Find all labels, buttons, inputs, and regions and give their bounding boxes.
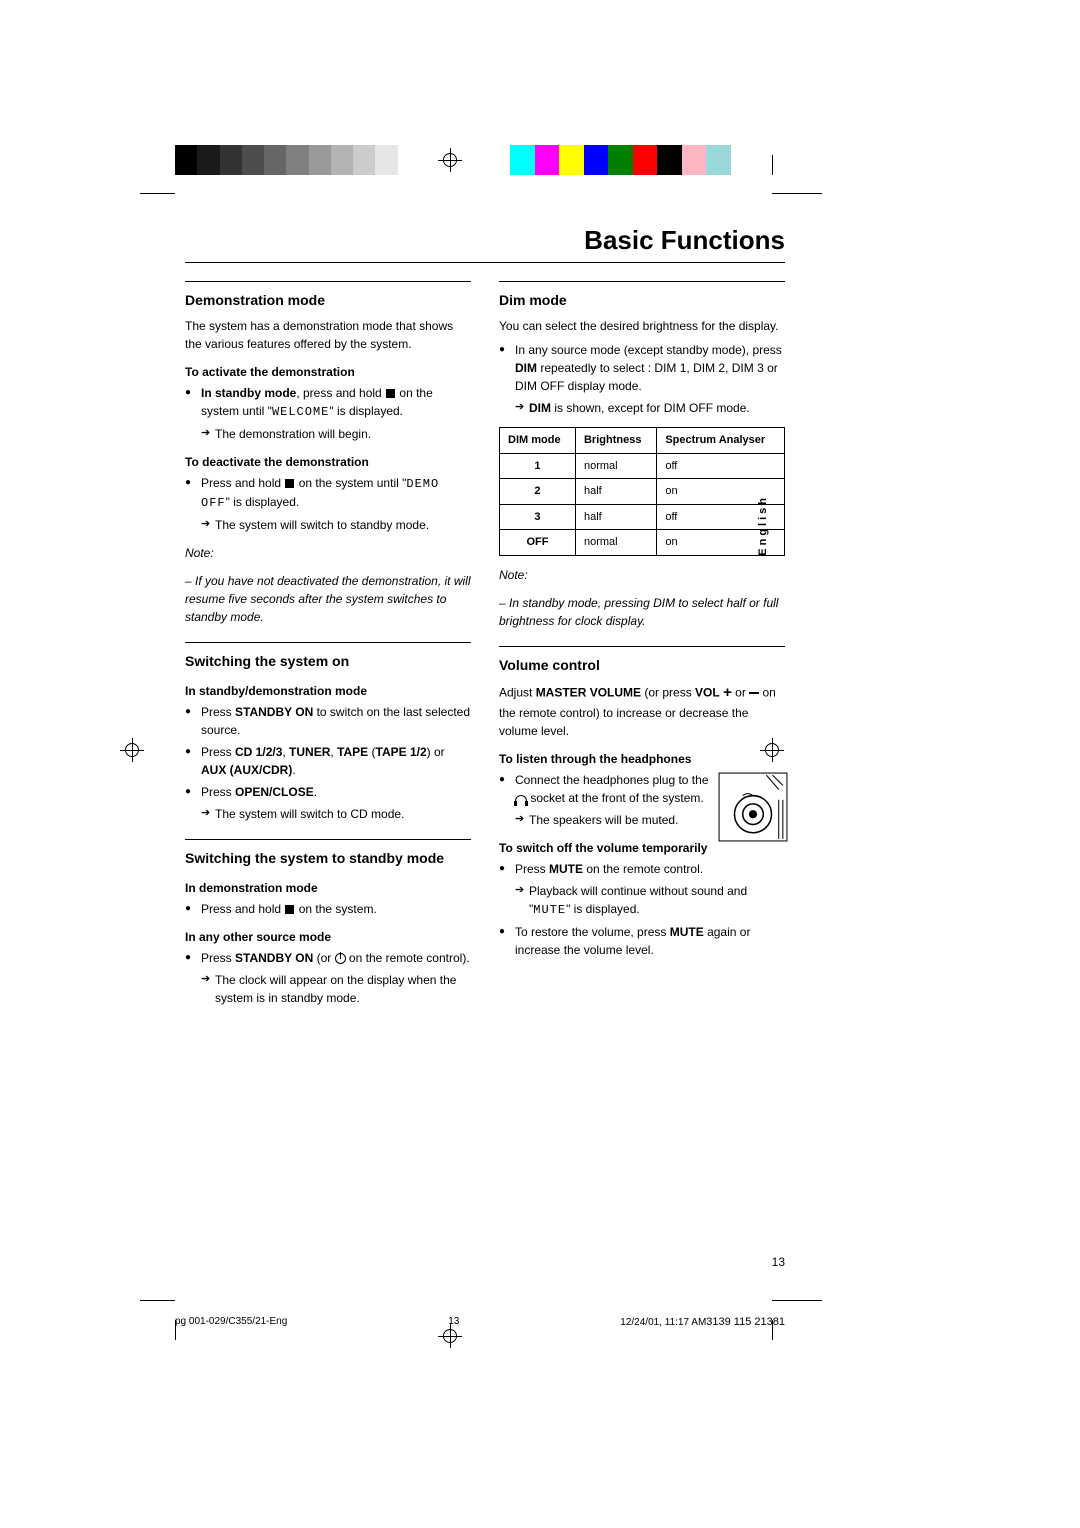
headphones-icon (515, 795, 527, 803)
footer-page: 13 (448, 1316, 459, 1328)
title-rule (185, 262, 785, 263)
list-item: Press and hold on the system until "DEMO… (185, 474, 471, 512)
color-bar (510, 145, 755, 175)
left-column: Demonstration mode The system has a demo… (185, 281, 471, 1011)
result-item: The clock will appear on the display whe… (185, 971, 471, 1007)
section-heading: Switching the system to standby mode (185, 839, 471, 869)
note-text: – In standby mode, pressing DIM to selec… (499, 594, 785, 630)
stop-icon (386, 389, 395, 398)
list-item: In any source mode (except standby mode)… (499, 341, 785, 395)
registration-mark-icon (438, 148, 462, 172)
section-heading: Switching the system on (185, 642, 471, 672)
list-item: To restore the volume, press MUTE again … (499, 923, 785, 959)
page-title: Basic Functions (185, 225, 785, 256)
sub-heading: In standby/demonstration mode (185, 682, 471, 700)
registration-mark-icon (120, 738, 144, 762)
note-label: Note: (499, 566, 785, 584)
footer-date: 12/24/01, 11:17 AM3139 115 21381 (620, 1316, 785, 1328)
note-text: – If you have not deactivated the demons… (185, 572, 471, 626)
grayscale-color-bar (175, 145, 420, 175)
dim-mode-table: DIM modeBrightnessSpectrum Analyser 1nor… (499, 427, 785, 556)
crop-mark (772, 155, 773, 175)
section-heading: Demonstration mode (185, 281, 471, 311)
footer-file: pg 001-029/C355/21-Eng (175, 1316, 287, 1328)
crop-mark (772, 1300, 822, 1301)
paragraph: Adjust MASTER VOLUME (or press VOL + or … (499, 682, 785, 741)
list-item: Connect the headphones plug to the socke… (499, 771, 710, 807)
note-label: Note: (185, 544, 471, 562)
list-item: Press OPEN/CLOSE. (185, 783, 471, 801)
plus-icon: + (723, 684, 732, 701)
language-tab: English (757, 495, 769, 556)
sub-heading: To deactivate the demonstration (185, 453, 471, 471)
crop-mark (140, 193, 175, 194)
sub-heading: In demonstration mode (185, 879, 471, 897)
list-item: Press MUTE on the remote control. (499, 860, 785, 878)
list-item: Press CD 1/2/3, TUNER, TAPE (TAPE 1/2) o… (185, 743, 471, 779)
result-item: The system will switch to CD mode. (185, 805, 471, 823)
power-icon (335, 953, 346, 964)
stop-icon (285, 905, 294, 914)
result-item: DIM is shown, except for DIM OFF mode. (499, 399, 785, 417)
sub-heading: To activate the demonstration (185, 363, 471, 381)
result-item: The system will switch to standby mode. (185, 516, 471, 534)
list-item: Press STANDBY ON (or on the remote contr… (185, 949, 471, 967)
section-heading: Dim mode (499, 281, 785, 311)
minus-icon (749, 692, 759, 694)
crop-mark (140, 1300, 175, 1301)
crop-mark (175, 155, 176, 175)
result-item: Playback will continue without sound and… (499, 882, 785, 919)
right-column: Dim mode You can select the desired brig… (499, 281, 785, 1011)
list-item: In standby mode, press and hold on the s… (185, 384, 471, 421)
result-item: The speakers will be muted. (499, 811, 710, 829)
stop-icon (285, 479, 294, 488)
paragraph: The system has a demonstration mode that… (185, 317, 471, 353)
section-heading: Volume control (499, 646, 785, 676)
headphone-jack-illustration (717, 771, 789, 843)
result-item: The demonstration will begin. (185, 425, 471, 443)
list-item: Press and hold on the system. (185, 900, 471, 918)
sub-heading: In any other source mode (185, 928, 471, 946)
paragraph: You can select the desired brightness fo… (499, 317, 785, 335)
list-item: Press STANDBY ON to switch on the last s… (185, 703, 471, 739)
footer: pg 001-029/C355/21-Eng 13 12/24/01, 11:1… (175, 1316, 785, 1328)
sub-heading: To listen through the headphones (499, 750, 785, 768)
crop-mark (772, 193, 822, 194)
page-content: Basic Functions Demonstration mode The s… (185, 225, 785, 1011)
